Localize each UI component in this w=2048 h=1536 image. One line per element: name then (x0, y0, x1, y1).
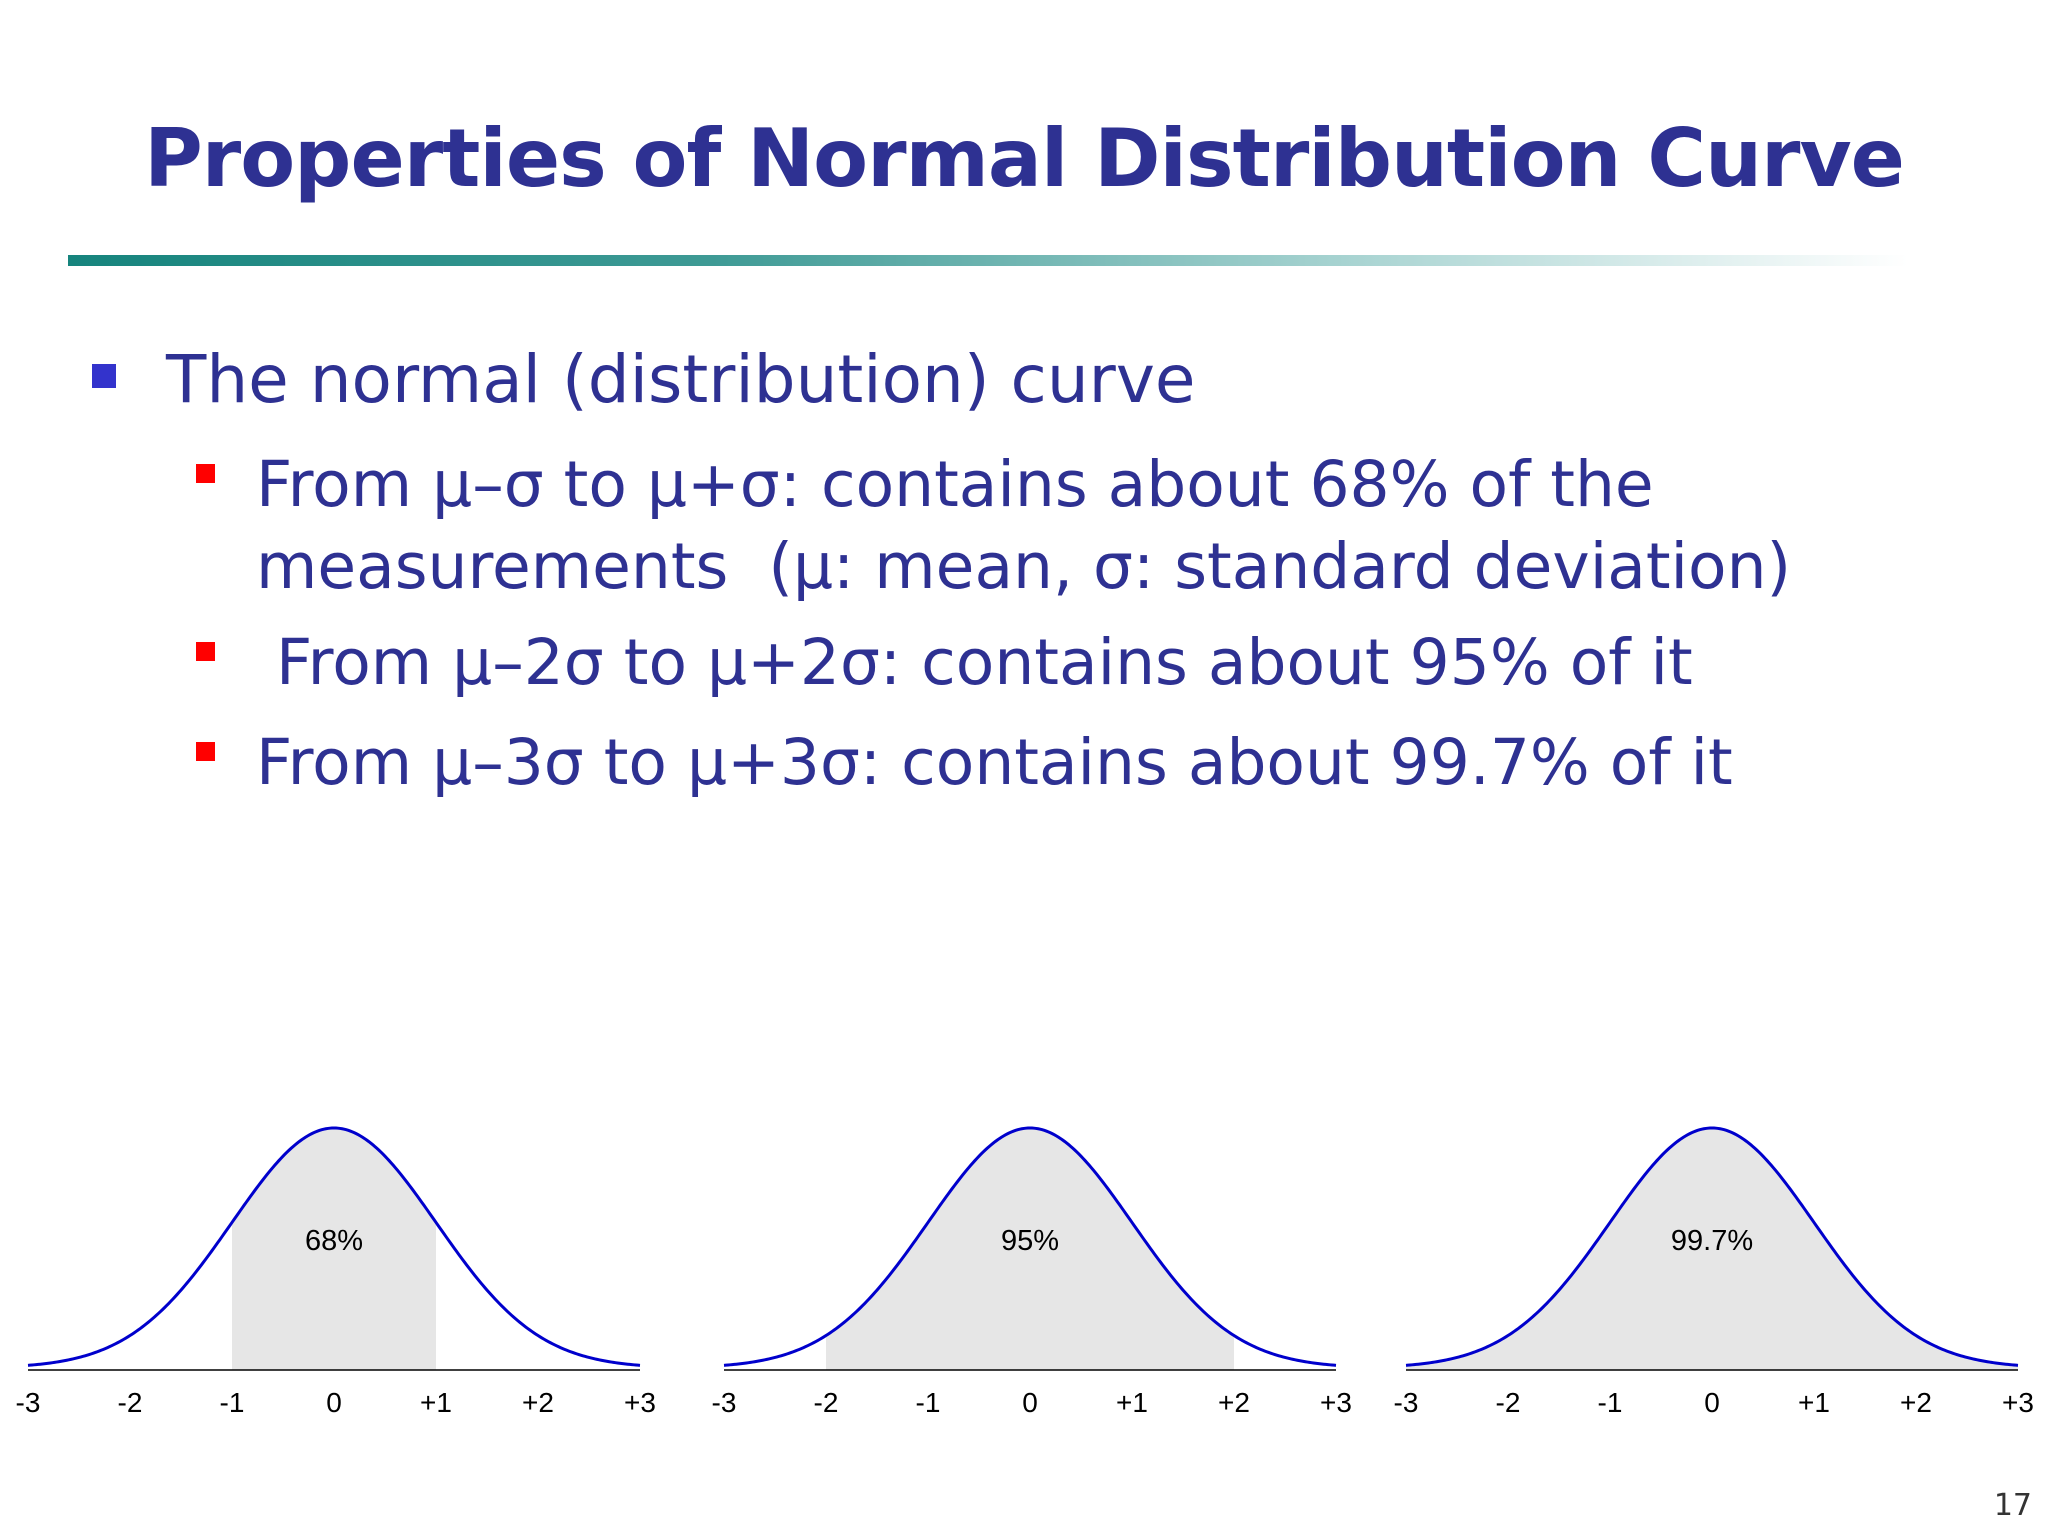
chart-997: -3 -2 -1 0 +1 +2 +3 99.7% (1394, 1126, 2034, 1418)
normal-curve-line (723, 1126, 1337, 1367)
shaded-area (232, 1128, 436, 1370)
main-bullet-text: The normal (distribution) curve (166, 341, 1196, 418)
normal-curve-line (1405, 1126, 2019, 1367)
sub-bullet-text: From μ–3σ to μ+3σ: contains about 99.7% … (256, 726, 1733, 799)
x-tick-label: +2 (1218, 1387, 1250, 1418)
shaded-area (1406, 1128, 2018, 1370)
red-square-bullet-icon (196, 464, 215, 483)
shaded-area (826, 1128, 1234, 1370)
page-number: 17 (1993, 1488, 2032, 1523)
x-tick-label: -3 (16, 1387, 41, 1418)
x-tick-label: +2 (1900, 1387, 1932, 1418)
x-tick-label: +1 (1116, 1387, 1148, 1418)
normal-curve-charts: -3 -2 -1 0 +1 +2 +3 68% -3 -2 -1 0 +1 +2 +3 95% -3 -2 -1… (0, 1090, 2048, 1450)
x-tick-label: +3 (1320, 1387, 1352, 1418)
red-square-bullet-icon (196, 742, 215, 761)
chart-68: -3 -2 -1 0 +1 +2 +3 68% (16, 1126, 656, 1418)
percent-label: 99.7% (1671, 1225, 1753, 1257)
x-tick-label: +1 (420, 1387, 452, 1418)
x-tick-label: -1 (1598, 1387, 1623, 1418)
slide-title: Properties of Normal Distribution Curve (144, 112, 1905, 205)
x-tick-label: +3 (2002, 1387, 2034, 1418)
x-tick-label: -2 (1496, 1387, 1521, 1418)
x-tick-label: -1 (916, 1387, 941, 1418)
x-tick-label: 0 (326, 1387, 342, 1418)
percent-label: 68% (305, 1225, 363, 1257)
x-tick-label: -1 (220, 1387, 245, 1418)
red-square-bullet-icon (196, 642, 215, 661)
sub-bullet-text: From μ–2σ to μ+2σ: contains about 95% of… (256, 626, 1693, 699)
x-tick-label: 0 (1704, 1387, 1720, 1418)
x-tick-label: -2 (814, 1387, 839, 1418)
x-tick-label: +2 (522, 1387, 554, 1418)
title-divider (68, 255, 1908, 266)
sub-bullet-text: From μ–σ to μ+σ: contains about 68% of t… (256, 448, 1792, 603)
x-tick-label: -2 (118, 1387, 143, 1418)
x-tick-label: -3 (1394, 1387, 1419, 1418)
x-tick-label: +1 (1798, 1387, 1830, 1418)
percent-label: 95% (1001, 1225, 1059, 1257)
x-tick-label: -3 (712, 1387, 737, 1418)
chart-95: -3 -2 -1 0 +1 +2 +3 95% (712, 1126, 1352, 1418)
normal-curve-line (27, 1126, 641, 1367)
x-tick-label: 0 (1022, 1387, 1038, 1418)
x-tick-label: +3 (624, 1387, 656, 1418)
blue-square-bullet-icon (92, 364, 116, 388)
